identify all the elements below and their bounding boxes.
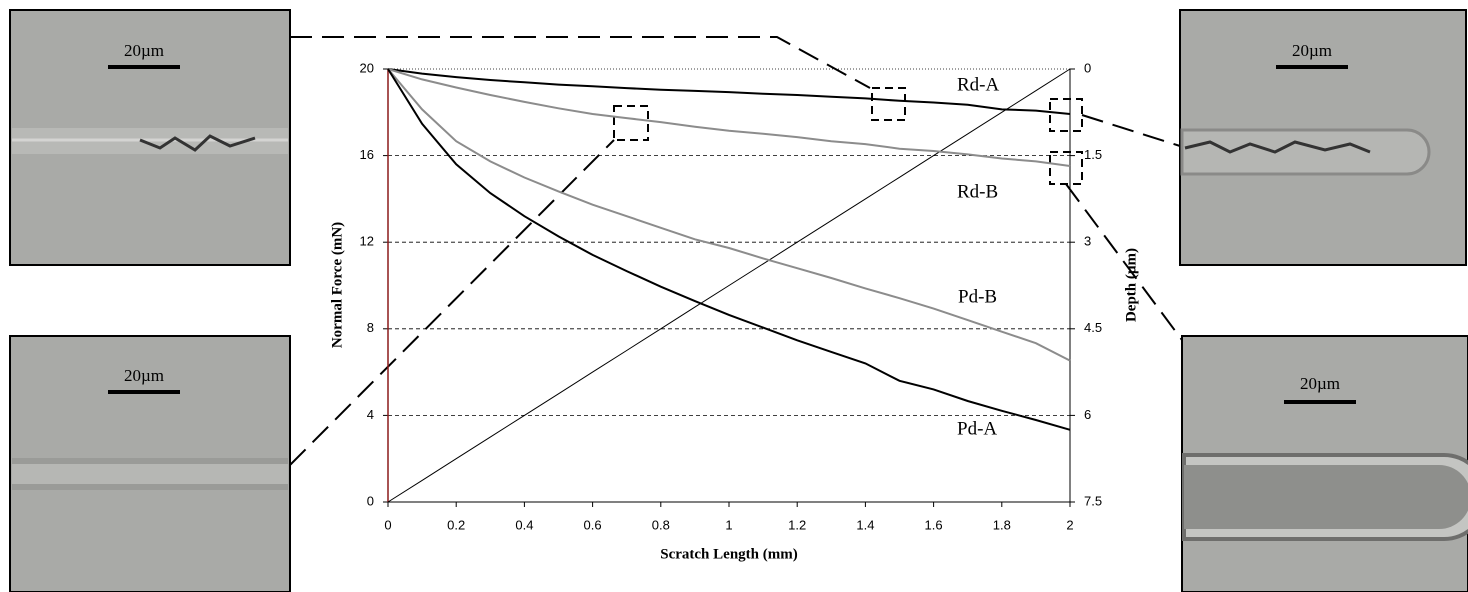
y2-tick-label: 6 (1084, 407, 1091, 422)
x-tick-label: 1.6 (925, 517, 943, 532)
y-axis-title: Normal Force (mN) (329, 222, 345, 348)
callouts (289, 36, 1183, 466)
y2-tick-label: 3 (1084, 234, 1091, 249)
series-line (387, 68, 1071, 167)
x-tick-label: 1.2 (788, 517, 806, 532)
scale-label: 20µm (124, 366, 164, 385)
x-tick-label: 0.8 (652, 517, 670, 532)
series-line (387, 68, 1071, 115)
y-tick-label: 0 (367, 493, 374, 508)
micrograph: 20µm (9, 9, 291, 266)
y-tick-label: 12 (360, 234, 374, 249)
x-tick-label: 1 (725, 517, 732, 532)
curve-label: Pd-B (958, 286, 997, 307)
curve-label: Pd-A (957, 418, 997, 439)
x-tick-label: 2 (1066, 517, 1073, 532)
micrograph: 20µm (1179, 9, 1467, 266)
curve-label: Rd-B (957, 181, 998, 202)
scale-label: 20µm (124, 41, 164, 60)
y2-tick-label: 0 (1084, 60, 1091, 75)
y-tick-label: 16 (360, 147, 374, 162)
y2-tick-label: 4.5 (1084, 320, 1102, 335)
scale-label: 20µm (1300, 374, 1340, 393)
y2-tick-label: 7.5 (1084, 493, 1102, 508)
x-tick-label: 0.2 (447, 517, 465, 532)
x-tick-label: 0.6 (584, 517, 602, 532)
plot: 0 4 8 12 16 20 0 1.5 3 4.5 6 7.5 0 0.2 0.4 0.6 0.8 1 1.2 1.… (360, 60, 1103, 532)
x-tick-label: 0 (384, 517, 391, 532)
scale-label: 20µm (1292, 41, 1332, 60)
y-tick-label: 4 (367, 407, 374, 422)
series-line (387, 68, 1071, 431)
y2-tick-label: 1.5 (1084, 147, 1102, 162)
y-tick-label: 8 (367, 320, 374, 335)
x-tick-label: 1.4 (856, 517, 874, 532)
y-tick-label: 20 (360, 60, 374, 75)
micrograph: 20µm (1181, 335, 1468, 592)
x-tick-label: 0.4 (515, 517, 533, 532)
micrograph: 20µm (9, 335, 291, 592)
x-tick-label: 1.8 (993, 517, 1011, 532)
series-line (387, 68, 1071, 503)
series-line (387, 68, 1071, 362)
x-axis-title: Scratch Length (mm) (660, 546, 797, 562)
curve-label: Rd-A (957, 74, 1000, 95)
y2-axis-title: Depth (µm) (1123, 248, 1139, 322)
